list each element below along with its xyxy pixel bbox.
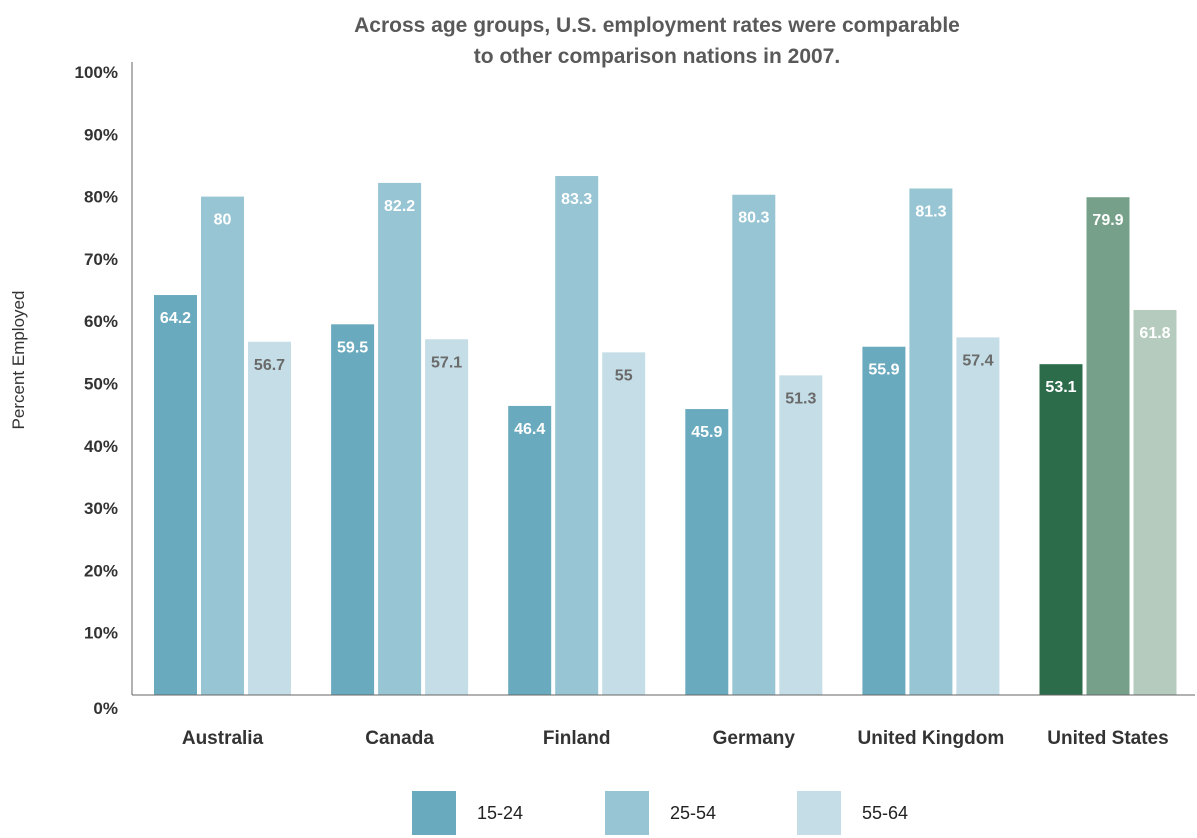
legend-label: 55-64 xyxy=(862,803,908,823)
bar-value-label: 55 xyxy=(615,367,633,384)
bar xyxy=(779,375,823,695)
axes xyxy=(131,62,1195,696)
y-axis-label: Percent Employed xyxy=(9,291,28,430)
legend-label: 25-54 xyxy=(670,803,716,823)
legend: 15-24 25-54 55-64 xyxy=(412,791,908,835)
y-tick-label: 10% xyxy=(84,624,118,643)
bar xyxy=(1039,364,1083,695)
legend-swatch xyxy=(412,791,456,835)
category-label: Canada xyxy=(365,728,434,749)
bar xyxy=(732,194,776,695)
bar-value-label: 64.2 xyxy=(160,310,191,327)
category-label: United States xyxy=(1047,728,1168,749)
y-tick-label: 100% xyxy=(75,63,118,82)
bar xyxy=(555,176,599,695)
category-label: United Kingdom xyxy=(858,728,1005,749)
bar-value-label: 53.1 xyxy=(1045,379,1076,396)
bar xyxy=(602,352,646,695)
chart-title-line-2: to other comparison nations in 2007. xyxy=(474,45,840,68)
bar-value-label: 57.1 xyxy=(431,354,462,371)
bar-value-label: 56.7 xyxy=(254,357,285,374)
legend-swatch xyxy=(605,791,649,835)
bar xyxy=(425,339,469,695)
bar-value-label: 46.4 xyxy=(514,421,545,438)
category-label: Germany xyxy=(713,728,796,749)
y-axis-ticks: 0% 10% 20% 30% 40% 50% 60% 70% 80% 90% 100% xyxy=(75,63,118,718)
bar xyxy=(909,188,953,695)
bar xyxy=(1086,197,1130,695)
bar xyxy=(862,346,906,695)
bar-value-label: 45.9 xyxy=(691,424,722,441)
bar-value-label: 59.5 xyxy=(337,339,368,356)
bar xyxy=(201,196,244,695)
y-tick-label: 30% xyxy=(84,499,118,518)
y-tick-label: 80% xyxy=(84,188,118,207)
bar-value-label: 80.3 xyxy=(738,210,769,227)
bar xyxy=(378,182,422,696)
bar-value-label: 82.2 xyxy=(384,198,415,215)
bar-value-label: 83.3 xyxy=(561,191,592,208)
bars: 64.2 80 56.7 59.5 82.2 57.1 46.4 83.3 55 45.9 80.3… xyxy=(154,176,1177,696)
y-tick-label: 50% xyxy=(84,375,118,394)
chart-title-line-1: Across age groups, U.S. employment rates… xyxy=(354,14,960,37)
bar xyxy=(1133,309,1177,695)
y-tick-label: 0% xyxy=(93,699,118,718)
legend-swatch xyxy=(797,791,841,835)
bar xyxy=(154,295,197,695)
y-tick-label: 40% xyxy=(84,437,118,456)
y-tick-label: 70% xyxy=(84,250,118,269)
bar-value-label: 80 xyxy=(214,212,232,229)
y-tick-label: 20% xyxy=(84,561,118,580)
category-labels: Australia Canada Finland Germany United King… xyxy=(182,728,1169,749)
bar-value-label: 81.3 xyxy=(915,204,946,221)
bar-value-label: 51.3 xyxy=(785,390,816,407)
bar-value-label: 55.9 xyxy=(868,362,899,379)
bar-value-label: 61.8 xyxy=(1139,325,1170,342)
legend-label: 15-24 xyxy=(477,803,523,823)
bar xyxy=(508,405,552,695)
bar xyxy=(956,337,1000,695)
y-tick-label: 60% xyxy=(84,312,118,331)
bar-value-label: 79.9 xyxy=(1092,212,1123,229)
category-label: Finland xyxy=(543,728,611,749)
bar xyxy=(685,409,729,695)
category-label: Australia xyxy=(182,728,264,749)
bar xyxy=(331,324,375,695)
bar xyxy=(248,341,291,695)
y-tick-label: 90% xyxy=(84,125,118,144)
bar-value-label: 57.4 xyxy=(962,352,993,369)
